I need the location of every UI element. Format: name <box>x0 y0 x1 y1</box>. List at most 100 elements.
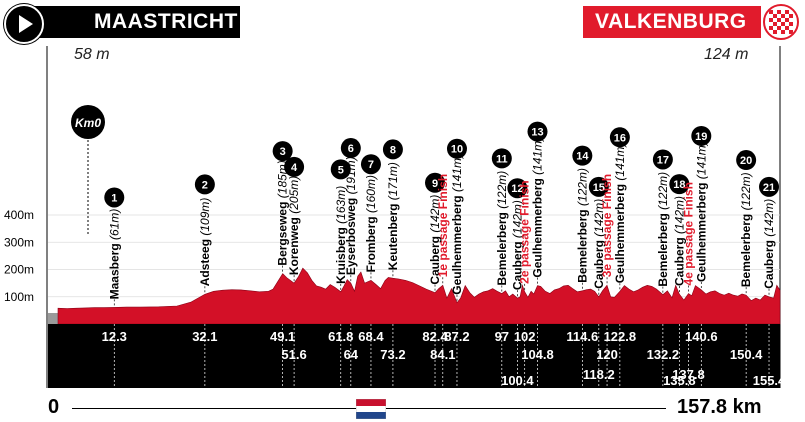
climb-name: Eyserbosweg (191m) <box>344 156 358 275</box>
y-tick-label: 100m <box>4 290 34 304</box>
climb-number-badge <box>507 178 528 199</box>
climb-name: 3e passage Finish <box>600 174 614 277</box>
elevation-area <box>57 267 781 325</box>
climb-name: Geulhemmerberg (141m) <box>694 141 708 282</box>
play-icon <box>4 4 44 44</box>
climb-number: 3 <box>280 146 286 158</box>
climb-number-badge <box>572 145 593 166</box>
km-label: 104.8 <box>521 347 554 362</box>
climb-number: 10 <box>451 144 463 156</box>
km-label: 87.2 <box>444 329 469 344</box>
climb-name: Kruisberg (163m) <box>334 186 348 284</box>
km-label: 102 <box>514 329 536 344</box>
climb-number: 4 <box>291 162 298 174</box>
climb-altitude: (109m) <box>198 198 212 239</box>
climb-altitude: (163m) <box>334 186 348 227</box>
km-label: 51.6 <box>281 347 306 362</box>
climb-name: Bemelerberg (122m) <box>656 172 670 287</box>
climb-altitude: (122m) <box>495 171 509 212</box>
climb-number-badge <box>425 172 446 193</box>
climb-name: Cauberg (142m) <box>762 199 776 289</box>
climb-number: 8 <box>390 144 396 156</box>
climb-number: 11 <box>496 153 508 165</box>
climb-name: Geulhemmerberg (141m) <box>450 154 464 295</box>
climb-number-badge <box>691 125 712 146</box>
climb-altitude: (142m) <box>428 195 442 236</box>
climb-name: 1e passage Finish <box>436 174 450 277</box>
climb-number-badge <box>446 138 467 159</box>
climb-number-badge <box>330 159 351 180</box>
km-label: 61.8 <box>328 329 353 344</box>
climb-number-badge <box>284 156 305 177</box>
climb-altitude: (142m) <box>672 196 686 237</box>
climb-number-badge <box>340 138 361 159</box>
y-tick-label: 400m <box>4 208 34 222</box>
km-label: 49.1 <box>270 329 295 344</box>
km-label: 100.4 <box>501 373 534 388</box>
km-label: 82.4 <box>422 329 448 344</box>
climb-number-badge <box>104 187 125 208</box>
total-distance: 157.8 km <box>677 396 762 418</box>
km-label: 132.2 <box>647 347 680 362</box>
climb-number-badge <box>382 139 403 160</box>
climb-number-badge <box>669 174 690 195</box>
climb-number: 13 <box>531 127 543 139</box>
climb-altitude: (160m) <box>364 175 378 216</box>
climb-number-badge <box>491 148 512 169</box>
climb-name: Keutenberg (171m) <box>386 162 400 270</box>
finish-altitude: 124 m <box>704 46 749 63</box>
km-label: 140.6 <box>685 329 718 344</box>
climb-number-badge <box>360 154 381 175</box>
km0-badge <box>71 105 105 139</box>
km-label: 137.8 <box>672 367 705 382</box>
finish-city-banner: VALKENBURG <box>583 6 761 38</box>
climb-number-badge <box>272 141 293 162</box>
climb-number: 12 <box>511 183 523 195</box>
km-label: 68.4 <box>358 329 384 344</box>
checkered-flag-icon <box>763 4 799 40</box>
start-city-banner: MAASTRICHT <box>34 6 240 38</box>
km-label: 12.3 <box>102 329 127 344</box>
climb-altitude: (141m) <box>450 154 464 195</box>
climb-altitude: (142m) <box>592 199 606 240</box>
climb-number-badge <box>652 149 673 170</box>
start-km: 0 <box>48 396 60 418</box>
climb-number-badge <box>609 127 630 148</box>
km-label: 122.8 <box>604 329 637 344</box>
climb-altitude: (191m) <box>344 156 358 197</box>
km-label: 84.1 <box>430 347 455 362</box>
climb-altitude: (141m) <box>531 137 545 178</box>
climb-number: 17 <box>657 154 669 166</box>
climb-number: 7 <box>368 159 374 171</box>
climb-name: Bemelerberg (122m) <box>495 171 509 286</box>
climb-number: 20 <box>740 155 752 167</box>
climb-name: Bemelerberg (122m) <box>739 172 753 287</box>
climb-number: 16 <box>614 132 626 144</box>
km-label: 155.4 <box>753 373 786 388</box>
climb-number-badge <box>759 176 780 197</box>
start-city-name: MAASTRICHT <box>94 10 238 33</box>
km-band <box>48 324 780 388</box>
climb-name: Bemelerberg (122m) <box>575 168 589 283</box>
start-grey-block <box>48 313 58 324</box>
climb-number: 6 <box>348 143 354 155</box>
km-label: 32.1 <box>192 329 217 344</box>
km-label: 114.6 <box>566 329 598 344</box>
climb-altitude: (122m) <box>739 172 753 213</box>
climb-name: Cauberg (142m) <box>428 195 442 285</box>
climb-name: Maasberg (61m) <box>107 209 121 300</box>
km-label: 118.2 <box>583 367 615 382</box>
km-label: 150.4 <box>730 347 763 362</box>
climb-number-badge <box>736 150 757 171</box>
km-label: 97 <box>495 329 509 344</box>
km-label: 135.8 <box>663 373 696 388</box>
start-altitude: 58 m <box>74 46 110 63</box>
climb-number: 5 <box>338 164 344 176</box>
climb-number: 19 <box>695 131 707 143</box>
netherlands-flag-icon <box>356 399 386 419</box>
climb-name: Korenweg (205m) <box>287 176 301 275</box>
climb-number: 21 <box>763 182 775 194</box>
climb-number: 9 <box>432 178 438 190</box>
climb-name: Cauberg (142m) <box>592 199 606 289</box>
